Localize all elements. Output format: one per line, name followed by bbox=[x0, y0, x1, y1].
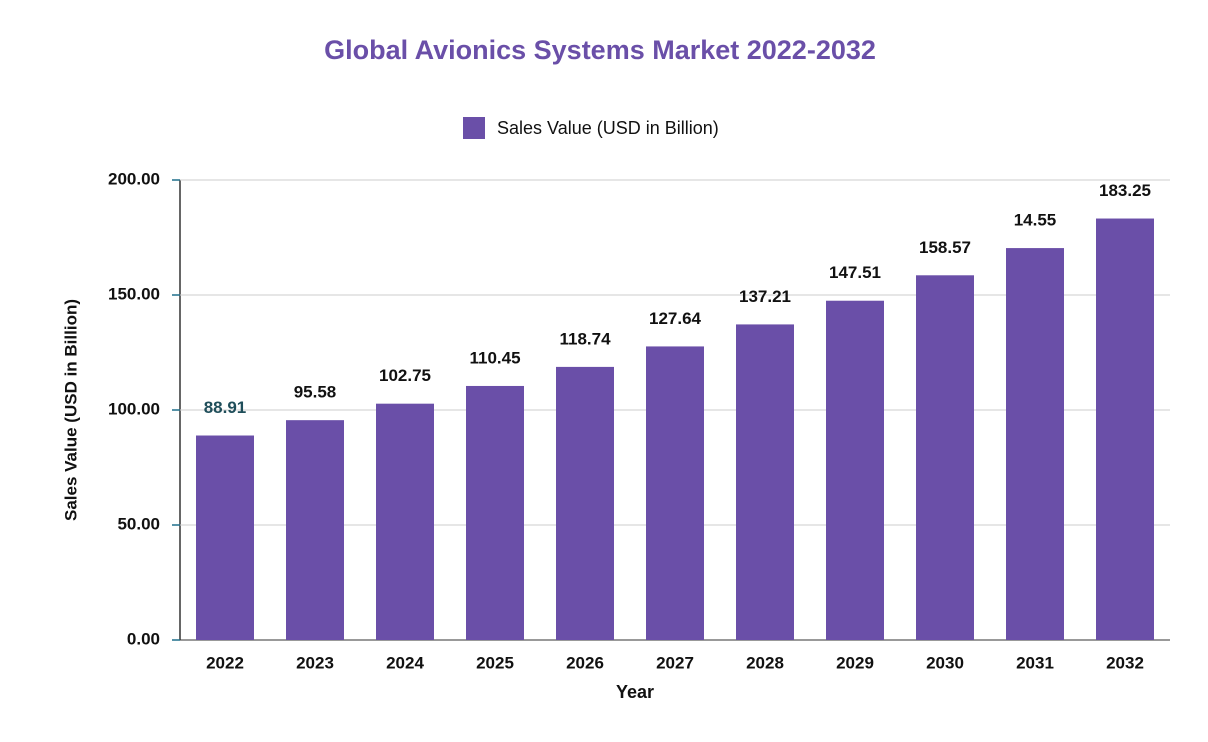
bar bbox=[196, 435, 254, 640]
x-tick-label: 2022 bbox=[206, 653, 244, 672]
bar bbox=[826, 300, 884, 640]
x-tick-label: 2024 bbox=[386, 653, 424, 672]
x-tick-label: 2031 bbox=[1016, 653, 1054, 672]
bar bbox=[1096, 218, 1154, 640]
legend-label: Sales Value (USD in Billion) bbox=[497, 118, 719, 138]
data-label: 137.21 bbox=[739, 287, 791, 306]
data-label: 127.64 bbox=[649, 309, 702, 328]
bar bbox=[736, 324, 794, 640]
x-tick-label: 2023 bbox=[296, 653, 334, 672]
bar bbox=[646, 346, 704, 640]
data-label: 88.91 bbox=[204, 398, 247, 417]
data-label: 118.74 bbox=[559, 329, 611, 348]
data-label: 14.55 bbox=[1014, 211, 1057, 230]
data-label: 95.58 bbox=[294, 383, 337, 402]
bar bbox=[376, 403, 434, 640]
data-label: 102.75 bbox=[379, 366, 431, 385]
legend-swatch bbox=[463, 117, 485, 139]
y-tick-label: 50.00 bbox=[117, 514, 160, 533]
bar bbox=[466, 385, 524, 640]
x-tick-label: 2029 bbox=[836, 653, 874, 672]
bar bbox=[286, 420, 344, 640]
y-tick-label: 0.00 bbox=[127, 629, 160, 648]
chart-title: Global Avionics Systems Market 2022-2032 bbox=[324, 35, 876, 65]
data-label: 147.51 bbox=[829, 263, 881, 282]
x-tick-label: 2030 bbox=[926, 653, 964, 672]
bar bbox=[1006, 248, 1064, 640]
x-axis-title: Year bbox=[616, 682, 654, 702]
y-tick-label: 200.00 bbox=[108, 169, 160, 188]
bar bbox=[916, 275, 974, 640]
data-label: 110.45 bbox=[469, 348, 520, 367]
x-tick-label: 2026 bbox=[566, 653, 604, 672]
bar bbox=[556, 366, 614, 640]
data-label: 183.25 bbox=[1099, 181, 1151, 200]
x-tick-label: 2025 bbox=[476, 653, 514, 672]
y-axis-title: Sales Value (USD in Billion) bbox=[61, 299, 80, 521]
x-tick-label: 2028 bbox=[746, 653, 784, 672]
y-tick-label: 100.00 bbox=[108, 399, 160, 418]
x-tick-label: 2027 bbox=[656, 653, 694, 672]
x-tick-label: 2032 bbox=[1106, 653, 1144, 672]
y-tick-label: 150.00 bbox=[108, 284, 160, 303]
data-label: 158.57 bbox=[919, 238, 971, 257]
